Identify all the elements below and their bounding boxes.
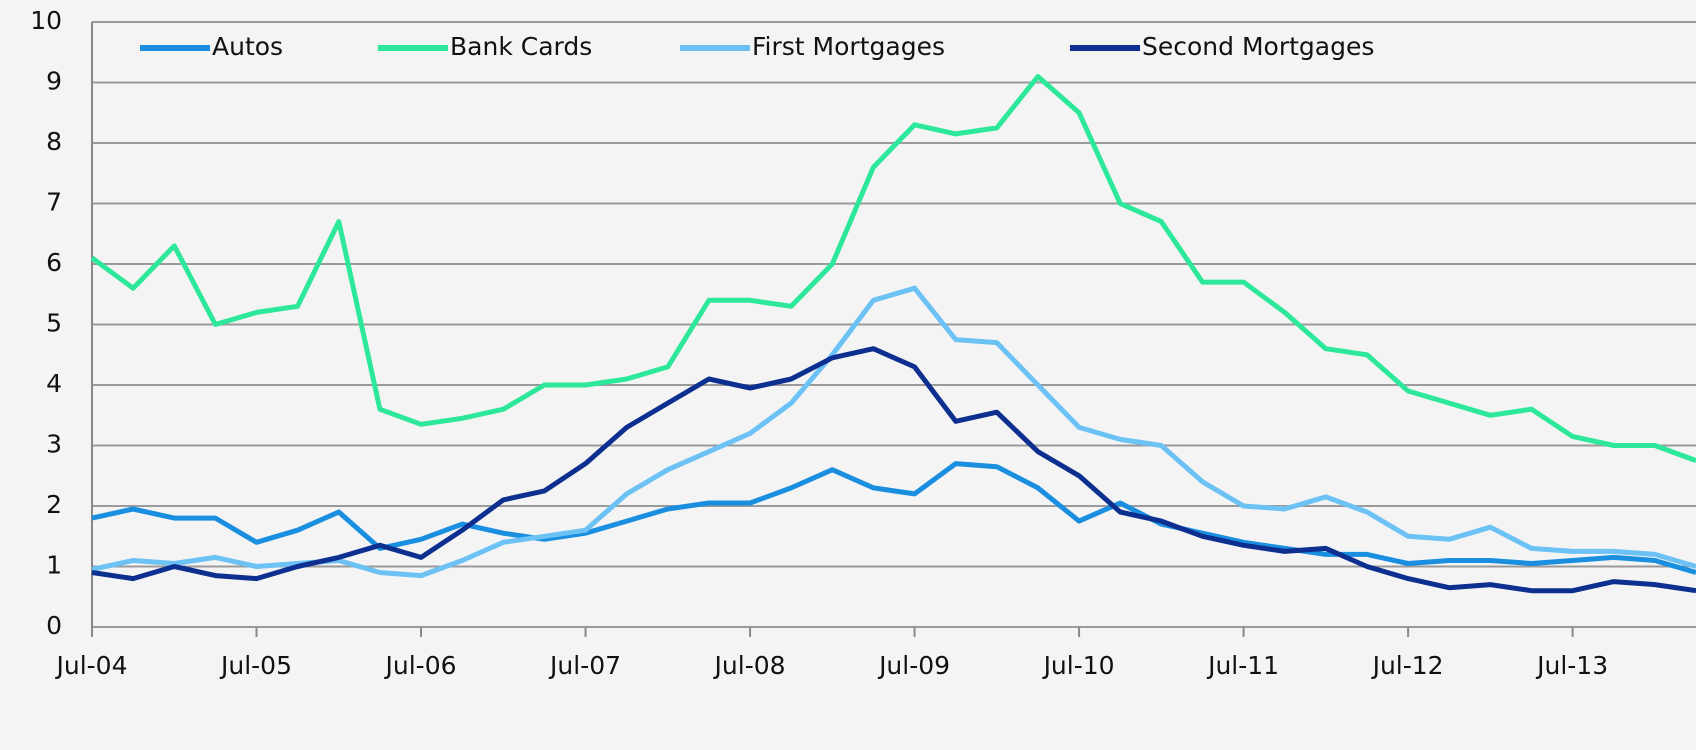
y-tick-label: 3 <box>46 430 62 459</box>
y-tick-label: 10 <box>30 6 62 35</box>
x-tick-label: Jul-06 <box>384 651 457 680</box>
line-series <box>91 461 1696 575</box>
y-tick-label: 5 <box>46 309 62 338</box>
y-tick-label: 0 <box>46 611 62 640</box>
x-tick-label: Jul-12 <box>1371 651 1444 680</box>
line-series <box>91 346 1696 594</box>
x-tick-label: Jul-07 <box>548 651 621 680</box>
y-tick-label: 2 <box>46 490 62 519</box>
legend-label: Autos <box>212 32 283 61</box>
x-tick-label: Jul-10 <box>1042 651 1115 680</box>
y-tick-label: 9 <box>46 67 62 96</box>
x-tick-label: Jul-11 <box>1206 651 1279 680</box>
y-tick-label: 4 <box>46 369 62 398</box>
legend-label: First Mortgages <box>752 32 945 61</box>
legend-label: Second Mortgages <box>1142 32 1374 61</box>
x-tick-label: Jul-08 <box>713 651 786 680</box>
x-tick-label: Jul-13 <box>1535 651 1608 680</box>
x-tick-label: Jul-09 <box>877 651 950 680</box>
legend-label: Bank Cards <box>450 32 592 61</box>
y-tick-label: 8 <box>46 127 62 156</box>
x-tick-label: Jul-05 <box>219 651 292 680</box>
y-tick-label: 7 <box>46 188 62 217</box>
line-series <box>90 74 1696 463</box>
y-tick-label: 1 <box>46 551 62 580</box>
line-series <box>91 285 1696 579</box>
y-tick-label: 6 <box>46 248 62 277</box>
x-tick-label: Jul-04 <box>55 651 128 680</box>
